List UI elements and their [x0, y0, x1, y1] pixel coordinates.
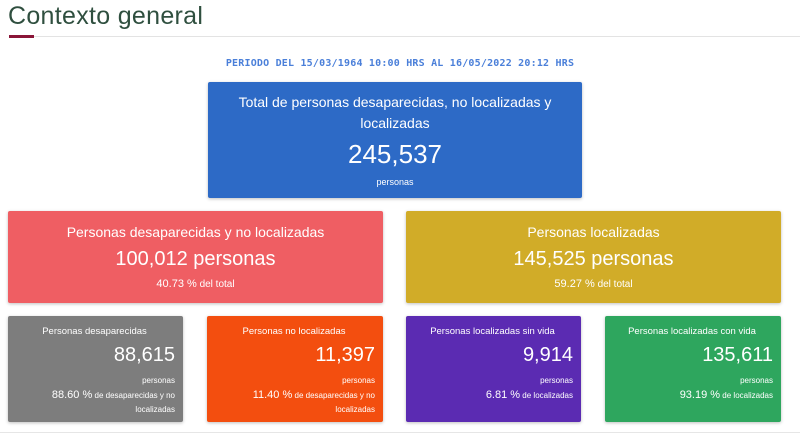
located-alive-card-unit: personas: [740, 376, 773, 385]
not-located-percent-value: 11.40 %: [252, 389, 293, 401]
title-divider: [34, 36, 800, 37]
not-located-card-unit: personas: [342, 376, 375, 385]
located-alive-percent-value: 93.19 %: [679, 389, 721, 401]
page-title: Contexto general: [8, 2, 204, 30]
located-card-percent: 59.27 % del total: [406, 278, 781, 290]
not-located-card-percent: 11.40 % de desaparecidas y no localizada…: [227, 388, 375, 417]
disappeared-percent-value: 88.60 %: [51, 389, 93, 401]
located-card-value: 145,525 personas: [513, 248, 674, 270]
located-alive-percent-suffix: de localizadas: [722, 391, 773, 400]
disappeared-card-percent: 88.60 % de desaparecidas y no localizada…: [28, 388, 175, 417]
located-alive-card: Personas localizadas con vida 135,611 pe…: [605, 316, 781, 422]
located-dead-percent-suffix: de localizadas: [522, 391, 573, 400]
disappeared-card-value: 88,615: [113, 344, 175, 366]
total-card-label: Total de personas desaparecidas, no loca…: [238, 94, 552, 131]
not-located-card-value: 11,397: [315, 344, 375, 366]
located-dead-card-unit: personas: [540, 376, 573, 385]
missing-percent-value: 40.73 %: [156, 278, 197, 290]
missing-card-percent: 40.73 % del total: [8, 278, 383, 290]
located-alive-card-value: 135,611: [702, 344, 773, 366]
located-alive-card-label: Personas localizadas con vida: [628, 326, 756, 337]
missing-card-value: 100,012 personas: [115, 248, 276, 270]
not-located-percent-suffix: de desaparecidas y no localizadas: [294, 391, 376, 414]
missing-percent-suffix: del total: [199, 279, 235, 290]
located-dead-card: Personas localizadas sin vida 9,914 pers…: [406, 316, 581, 422]
located-card: Personas localizadas 145,525 personas 59…: [406, 211, 781, 303]
bottom-panel-edge: [0, 432, 800, 438]
located-dead-percent-value: 6.81 %: [485, 389, 521, 401]
located-dead-card-value: 9,914: [522, 344, 573, 366]
missing-card: Personas desaparecidas y no localizadas …: [8, 211, 383, 303]
located-alive-card-percent: 93.19 % de localizadas: [625, 388, 773, 403]
total-card: Total de personas desaparecidas, no loca…: [208, 82, 582, 198]
total-card-unit: personas: [376, 177, 414, 187]
located-dead-card-percent: 6.81 % de localizadas: [426, 388, 573, 403]
located-dead-card-label: Personas localizadas sin vida: [430, 326, 555, 337]
period-label: PERIODO DEL 15/03/1964 10:00 HRS AL 16/0…: [225, 58, 575, 69]
located-card-label: Personas localizadas: [527, 224, 660, 240]
not-located-card: Personas no localizadas 11,397 personas …: [207, 316, 383, 422]
disappeared-card-unit: personas: [142, 376, 175, 385]
not-located-card-label: Personas no localizadas: [242, 326, 346, 337]
located-percent-value: 59.27 %: [554, 278, 595, 290]
disappeared-percent-suffix: de desaparecidas y no localizadas: [94, 391, 176, 414]
missing-card-label: Personas desaparecidas y no localizadas: [66, 224, 325, 240]
disappeared-card-label: Personas desaparecidas: [42, 326, 147, 337]
total-card-value: 245,537: [348, 139, 442, 169]
title-underline-accent: [9, 35, 34, 38]
disappeared-card: Personas desaparecidas 88,615 personas 8…: [8, 316, 183, 422]
located-percent-suffix: del total: [597, 279, 633, 290]
